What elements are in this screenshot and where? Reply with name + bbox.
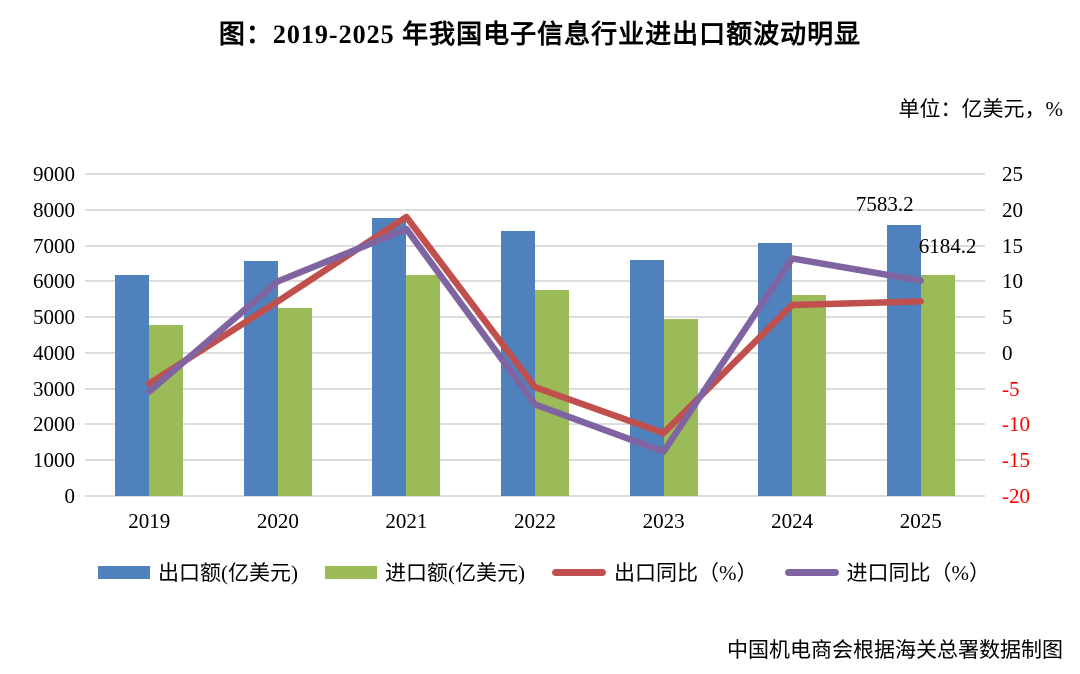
left-axis-tick: 1000 xyxy=(33,448,75,473)
legend-label: 出口同比（%） xyxy=(614,561,758,585)
legend-line-swatch xyxy=(552,568,606,576)
legend-label: 进口同比（%） xyxy=(846,561,991,585)
left-axis-tick: 2000 xyxy=(33,412,75,437)
bar-export-2020 xyxy=(243,260,278,496)
right-axis-tick: 20 xyxy=(1002,197,1023,222)
bar-export-2024 xyxy=(758,243,793,496)
left-axis-tick: 4000 xyxy=(33,340,75,365)
x-axis-tick-2024: 2024 xyxy=(771,509,814,533)
gridline xyxy=(85,173,985,175)
gridline xyxy=(85,280,985,283)
legend-bar-swatch xyxy=(98,565,150,579)
gridline xyxy=(85,208,985,211)
data-label-import-2025: 6184.2 xyxy=(918,233,977,258)
legend: 出口额(亿美元) 进口额(亿美元) 出口同比（%） 进口同比（%） xyxy=(98,556,990,588)
x-axis-tick-2022: 2022 xyxy=(514,509,556,533)
x-axis-tick-2023: 2023 xyxy=(642,509,685,533)
right-axis-tick: -20 xyxy=(1002,484,1030,508)
data-label-export-2025: 7583.2 xyxy=(855,191,914,216)
legend-item-import-bar: 进口额(亿美元) xyxy=(325,557,525,587)
legend-label: 出口额(亿美元) xyxy=(158,561,298,585)
left-axis-tick: 7000 xyxy=(33,233,75,258)
bar-import-2020 xyxy=(277,308,312,496)
bar-export-2021 xyxy=(372,218,407,496)
legend-line-swatch xyxy=(784,568,839,576)
chart-title: 图：2019-2025 年我国电子信息行业进出口额波动明显 xyxy=(218,20,862,49)
right-axis-tick: 15 xyxy=(1002,233,1023,258)
bar-import-2021 xyxy=(406,274,441,496)
bar-import-2019 xyxy=(149,324,184,496)
bar-import-2022 xyxy=(535,290,569,496)
x-axis-tick-2021: 2021 xyxy=(385,509,428,533)
x-axis-tick-2020: 2020 xyxy=(256,509,299,533)
right-axis-tick: -15 xyxy=(1002,448,1030,473)
gridline xyxy=(85,495,985,497)
bar-import-2023 xyxy=(663,319,698,496)
right-axis-tick: 10 xyxy=(1002,269,1023,294)
left-axis-tick: 8000 xyxy=(33,197,75,222)
legend-label: 进口额(亿美元) xyxy=(385,561,525,585)
bar-export-2023 xyxy=(629,259,664,496)
legend-bar-swatch xyxy=(325,565,377,579)
unit-label: 单位：亿美元，% xyxy=(898,97,1064,121)
gridline xyxy=(85,244,985,247)
bar-export-2022 xyxy=(501,230,535,496)
legend-item-export-bar: 出口额(亿美元) xyxy=(98,557,298,587)
x-axis-tick-2019: 2019 xyxy=(128,509,171,533)
right-axis-tick: 25 xyxy=(1002,162,1023,186)
bar-import-2025 xyxy=(920,274,955,496)
right-axis-tick: 5 xyxy=(1002,305,1013,330)
left-axis-tick: 6000 xyxy=(33,269,75,294)
bar-export-2025 xyxy=(886,224,921,496)
right-axis-tick: -10 xyxy=(1002,412,1030,437)
right-axis-tick: -5 xyxy=(1002,376,1020,401)
left-axis-tick: 0 xyxy=(64,484,76,508)
x-axis-tick-2025: 2025 xyxy=(899,509,942,533)
right-axis-tick: 0 xyxy=(1002,340,1013,365)
left-axis-tick: 5000 xyxy=(33,305,75,330)
left-axis-tick: 9000 xyxy=(33,162,75,186)
legend-item-export-line: 出口同比（%） xyxy=(552,557,758,587)
left-axis-tick: 3000 xyxy=(33,376,75,401)
bar-export-2019 xyxy=(115,274,150,496)
legend-item-import-line: 进口同比（%） xyxy=(784,557,991,587)
source-note: 中国机电商会根据海关总署数据制图 xyxy=(727,638,1063,662)
bar-import-2024 xyxy=(792,295,827,496)
